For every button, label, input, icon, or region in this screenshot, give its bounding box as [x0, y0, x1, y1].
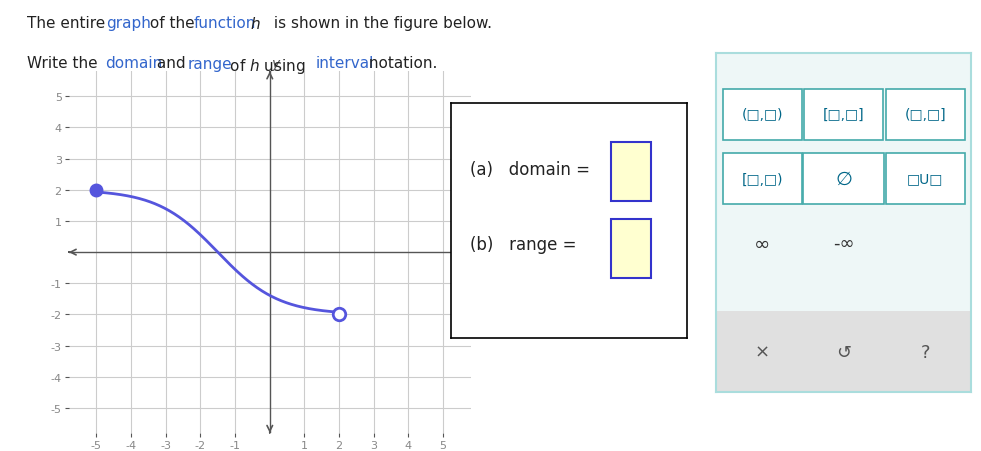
Text: x: x	[475, 241, 483, 255]
FancyBboxPatch shape	[722, 154, 801, 205]
Text: (b)   range =: (b) range =	[470, 235, 582, 253]
FancyBboxPatch shape	[611, 220, 651, 278]
Text: interval: interval	[316, 56, 375, 71]
Text: graph: graph	[106, 16, 151, 31]
Text: [□,□]: [□,□]	[823, 108, 864, 122]
Text: of the: of the	[145, 16, 200, 31]
Text: [□,□): [□,□)	[742, 172, 783, 186]
FancyBboxPatch shape	[802, 154, 885, 205]
Text: ?: ?	[920, 343, 930, 361]
Text: notation.: notation.	[364, 56, 438, 71]
Text: ↺: ↺	[836, 343, 852, 361]
Text: $\it{h}$: $\it{h}$	[246, 16, 262, 32]
Text: y: y	[271, 57, 280, 71]
FancyBboxPatch shape	[886, 154, 965, 205]
Text: -∞: -∞	[833, 235, 854, 253]
Text: (□,□): (□,□)	[742, 108, 783, 122]
Text: function: function	[193, 16, 256, 31]
Text: ∅: ∅	[835, 170, 852, 189]
Text: range: range	[187, 56, 232, 71]
Text: and: and	[152, 56, 190, 71]
Text: (□,□]: (□,□]	[904, 108, 946, 122]
Text: is shown in the figure below.: is shown in the figure below.	[269, 16, 491, 31]
FancyBboxPatch shape	[722, 90, 801, 140]
FancyBboxPatch shape	[716, 311, 971, 392]
FancyBboxPatch shape	[886, 90, 965, 140]
Text: of $\it{h}$ using: of $\it{h}$ using	[225, 56, 307, 75]
Text: □U□: □U□	[907, 172, 944, 186]
Text: (a)   domain =: (a) domain =	[470, 161, 595, 179]
Text: Write the: Write the	[27, 56, 103, 71]
Text: ×: ×	[754, 343, 770, 361]
FancyBboxPatch shape	[611, 143, 651, 201]
Text: The entire: The entire	[27, 16, 111, 31]
Text: ∞: ∞	[754, 234, 770, 253]
FancyBboxPatch shape	[804, 90, 883, 140]
Text: domain: domain	[105, 56, 162, 71]
